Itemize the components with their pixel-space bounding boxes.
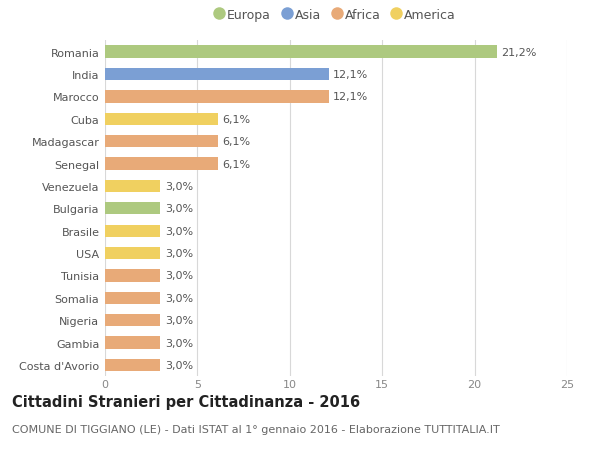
Bar [105, 225, 160, 237]
Bar [105, 270, 160, 282]
Bar [105, 91, 329, 103]
Bar [105, 113, 218, 126]
Text: COMUNE DI TIGGIANO (LE) - Dati ISTAT al 1° gennaio 2016 - Elaborazione TUTTITALI: COMUNE DI TIGGIANO (LE) - Dati ISTAT al … [12, 425, 500, 434]
Text: 6,1%: 6,1% [223, 114, 250, 124]
Bar [105, 136, 218, 148]
Text: 3,0%: 3,0% [165, 315, 193, 325]
Bar [105, 247, 160, 260]
Text: 3,0%: 3,0% [165, 248, 193, 258]
Bar [105, 292, 160, 304]
Bar [105, 180, 160, 193]
Legend: Europa, Asia, Africa, America: Europa, Asia, Africa, America [216, 9, 456, 22]
Bar [105, 158, 218, 170]
Text: 12,1%: 12,1% [333, 92, 368, 102]
Text: 3,0%: 3,0% [165, 226, 193, 236]
Text: 3,0%: 3,0% [165, 271, 193, 281]
Text: 12,1%: 12,1% [333, 70, 368, 80]
Bar [105, 359, 160, 371]
Bar [105, 46, 497, 59]
Bar [105, 314, 160, 327]
Text: 21,2%: 21,2% [502, 47, 537, 57]
Text: 6,1%: 6,1% [223, 159, 250, 169]
Text: 3,0%: 3,0% [165, 181, 193, 191]
Bar [105, 337, 160, 349]
Text: 3,0%: 3,0% [165, 338, 193, 348]
Text: Cittadini Stranieri per Cittadinanza - 2016: Cittadini Stranieri per Cittadinanza - 2… [12, 394, 360, 409]
Text: 3,0%: 3,0% [165, 360, 193, 370]
Bar [105, 69, 329, 81]
Text: 3,0%: 3,0% [165, 204, 193, 214]
Text: 6,1%: 6,1% [223, 137, 250, 147]
Bar [105, 203, 160, 215]
Text: 3,0%: 3,0% [165, 293, 193, 303]
